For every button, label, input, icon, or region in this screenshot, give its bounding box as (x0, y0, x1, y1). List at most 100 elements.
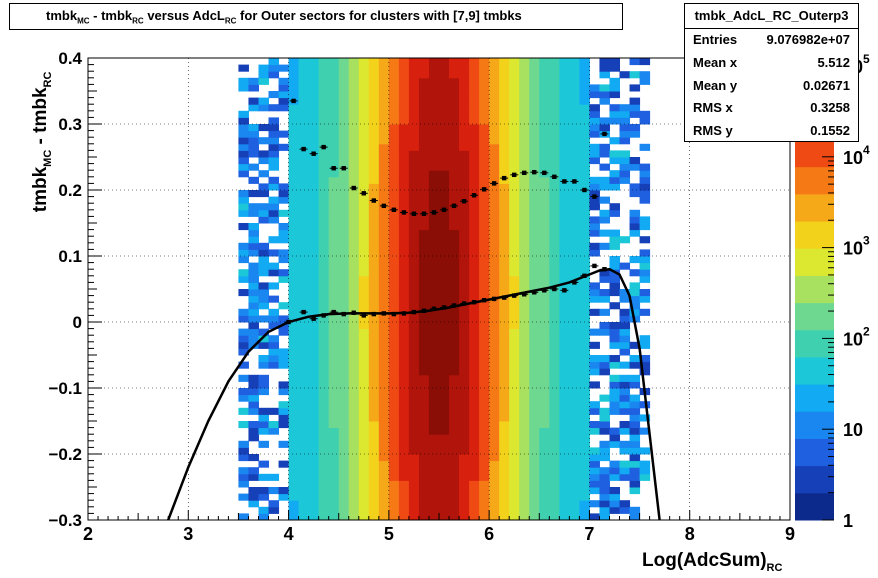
heatmap-cell (328, 97, 340, 105)
heatmap-cell (589, 421, 600, 429)
heatmap-cell (559, 196, 570, 204)
heatmap-cell (609, 487, 621, 495)
heatmap-cell (449, 407, 460, 415)
heatmap-cell (589, 143, 600, 151)
heatmap-cell (509, 302, 520, 310)
heatmap-cell (539, 421, 550, 429)
heatmap-cell (549, 447, 560, 455)
heatmap-cell (459, 388, 470, 396)
heatmap-cell (599, 493, 610, 501)
heatmap-cell (509, 91, 520, 99)
heatmap-cell (619, 506, 631, 514)
y-tick-label: 0.4 (58, 49, 82, 68)
heatmap-cell (479, 388, 490, 396)
heatmap-cell (428, 223, 440, 231)
heatmap-cell (308, 216, 320, 224)
heatmap-cell (519, 110, 530, 118)
heatmap-cell (559, 170, 570, 178)
heatmap-cell (549, 513, 560, 521)
heatmap-cell (338, 374, 350, 382)
heatmap-cell (499, 110, 510, 118)
heatmap-cell (408, 467, 420, 475)
heatmap-cell (288, 124, 300, 132)
heatmap-cell (599, 506, 610, 514)
heatmap-cell (569, 434, 580, 442)
heatmap-cell (589, 407, 600, 415)
heatmap-cell (238, 196, 249, 204)
heatmap-cell (268, 473, 280, 481)
heatmap-cell (398, 275, 410, 283)
heatmap-cell (338, 216, 350, 224)
heatmap-cell (318, 506, 330, 514)
heatmap-cell (268, 104, 280, 112)
heatmap-cell (368, 506, 380, 514)
heatmap-cell (368, 335, 380, 343)
heatmap-cell (589, 130, 600, 138)
heatmap-cell (589, 183, 600, 191)
heatmap-cell (459, 229, 470, 237)
heatmap-cell (619, 421, 631, 429)
heatmap-cell (459, 361, 470, 369)
heatmap-cell (459, 269, 470, 277)
heatmap-cell (529, 493, 540, 501)
heatmap-cell (469, 137, 480, 145)
heatmap-cell (559, 130, 570, 138)
heatmap-cell (439, 341, 450, 349)
heatmap-cell (509, 361, 520, 369)
heatmap-cell (469, 91, 480, 99)
heatmap-cell (308, 84, 320, 92)
heatmap-cell (318, 361, 330, 369)
rms-profile-point (491, 181, 497, 186)
x-axis-label: Log(AdcSum)RC (642, 550, 783, 574)
heatmap-cell (479, 473, 490, 481)
heatmap-cell (298, 97, 310, 105)
heatmap-cell (619, 170, 631, 178)
heatmap-cell (439, 183, 450, 191)
heatmap-cell (609, 104, 621, 112)
heatmap-cell (408, 196, 420, 204)
heatmap-cell (288, 447, 300, 455)
heatmap-cell (489, 341, 500, 349)
heatmap-cell (559, 374, 570, 382)
heatmap-cell (519, 124, 530, 132)
heatmap-cell (469, 97, 480, 105)
heatmap-cell (398, 473, 410, 481)
heatmap-cell (348, 229, 360, 237)
heatmap-cell (258, 427, 270, 435)
heatmap-cell (449, 269, 460, 277)
stats-title: tmbk_AdcL_RC_Outerp3 (685, 4, 858, 29)
heatmap-cell (308, 117, 320, 125)
heatmap-cell (348, 328, 360, 336)
heatmap-cell (388, 229, 400, 237)
heatmap-cell (509, 269, 520, 277)
heatmap-cell (629, 407, 641, 415)
heatmap-cell (398, 163, 410, 171)
heatmap-cell (609, 322, 621, 330)
heatmap-cell (338, 368, 350, 376)
heatmap-cell (549, 467, 560, 475)
heatmap-cell (559, 289, 570, 297)
heatmap-cell (248, 335, 259, 343)
heatmap-cell (499, 77, 510, 85)
heatmap-cell (569, 480, 580, 488)
heatmap-cell (418, 183, 430, 191)
heatmap-cell (439, 275, 450, 283)
heatmap-cell (509, 322, 520, 330)
heatmap-cell (569, 256, 580, 264)
heatmap-cell (539, 467, 550, 475)
heatmap-cell (579, 322, 590, 330)
heatmap-cell (248, 308, 259, 316)
heatmap-cell (589, 117, 600, 125)
heatmap-cell (388, 97, 400, 105)
heatmap-cell (569, 223, 580, 231)
heatmap-cell (338, 388, 350, 396)
heatmap-cell (519, 480, 530, 488)
mean-profile-point (592, 263, 597, 269)
heatmap-cell (439, 209, 450, 217)
heatmap-cell (418, 143, 430, 151)
heatmap-cell (469, 322, 480, 330)
heatmap-cell (288, 381, 300, 389)
heatmap-cell (489, 434, 500, 442)
heatmap-cell (549, 348, 560, 356)
heatmap-cell (489, 104, 500, 112)
